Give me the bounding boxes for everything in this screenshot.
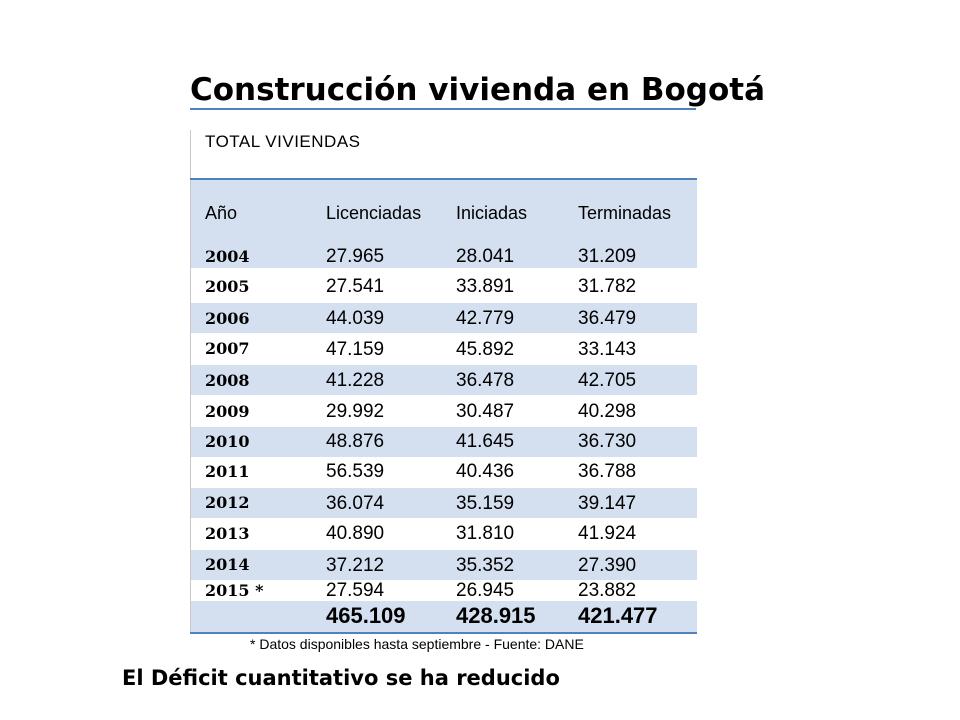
year-cell: 2009 [205, 402, 250, 421]
terminadas-cell: 36.730 [578, 431, 637, 452]
iniciadas-cell: 28.041 [456, 246, 515, 267]
terminadas-cell: 36.788 [578, 461, 637, 482]
table-row: 2005 27.541 33.891 31.782 [191, 272, 697, 303]
table-row: 2006 44.039 42.779 36.479 [191, 303, 697, 333]
iniciadas-cell: 41.645 [456, 431, 515, 452]
terminadas-cell: 33.143 [578, 339, 637, 360]
table-row: 2008 41.228 36.478 42.705 [191, 365, 697, 395]
table-left-border [190, 130, 191, 632]
year-cell: 2015 * [205, 581, 264, 600]
terminadas-cell: 41.924 [578, 523, 637, 544]
year-cell: 2004 [205, 247, 250, 266]
terminadas-cell: 31.782 [578, 276, 637, 297]
year-cell: 2010 [205, 432, 250, 451]
table-row: 2014 37.212 35.352 27.390 [191, 550, 697, 580]
terminadas-cell: 31.209 [578, 246, 637, 267]
iniciadas-cell: 30.487 [456, 401, 515, 422]
licenciadas-cell: 29.992 [326, 401, 385, 422]
table-row: 2009 29.992 30.487 40.298 [191, 396, 697, 426]
table-footnote: * Datos disponibles hasta septiembre - F… [250, 636, 584, 652]
title-underline [190, 108, 696, 110]
total-terminadas: 421.477 [578, 603, 658, 628]
iniciadas-cell: 45.892 [456, 339, 515, 360]
iniciadas-cell: 35.159 [456, 493, 515, 514]
year-cell: 2006 [205, 309, 250, 328]
year-cell: 2005 [205, 277, 250, 296]
year-cell: 2011 [205, 462, 250, 481]
terminadas-cell: 39.147 [578, 493, 637, 514]
table-caption: TOTAL VIVIENDAS [205, 132, 361, 151]
licenciadas-cell: 27.594 [326, 580, 385, 601]
licenciadas-cell: 56.539 [326, 461, 385, 482]
terminadas-cell: 23.882 [578, 580, 637, 601]
totals-row: 465.109 428.915 421.477 [191, 601, 697, 632]
iniciadas-cell: 35.352 [456, 555, 515, 576]
total-iniciadas: 428.915 [456, 603, 536, 628]
iniciadas-cell: 33.891 [456, 276, 515, 297]
header-terminadas: Terminadas [578, 203, 672, 223]
table-row: 2013 40.890 31.810 41.924 [191, 519, 697, 549]
licenciadas-cell: 47.159 [326, 339, 385, 360]
year-cell: 2012 [205, 493, 250, 512]
year-cell: 2008 [205, 371, 250, 390]
table-row: 2012 36.074 35.159 39.147 [191, 488, 697, 518]
terminadas-cell: 27.390 [578, 555, 637, 576]
terminadas-cell: 40.298 [578, 401, 637, 422]
licenciadas-cell: 48.876 [326, 431, 385, 452]
table-top-rule [190, 178, 697, 180]
table-row: 2010 48.876 41.645 36.730 [191, 427, 697, 457]
licenciadas-cell: 27.965 [326, 246, 385, 267]
iniciadas-cell: 42.779 [456, 308, 515, 329]
licenciadas-cell: 37.212 [326, 555, 385, 576]
header-iniciadas: Iniciadas [456, 203, 528, 223]
licenciadas-cell: 40.890 [326, 523, 385, 544]
table-row: 2007 47.159 45.892 33.143 [191, 334, 697, 364]
table-row: 2011 56.539 40.436 36.788 [191, 457, 697, 487]
licenciadas-cell: 44.039 [326, 308, 385, 329]
table-row: 2015 * 27.594 26.945 23.882 [191, 580, 697, 601]
terminadas-cell: 36.479 [578, 308, 637, 329]
iniciadas-cell: 31.810 [456, 523, 515, 544]
iniciadas-cell: 36.478 [456, 370, 515, 391]
year-cell: 2014 [205, 555, 250, 574]
iniciadas-cell: 26.945 [456, 580, 515, 601]
licenciadas-cell: 36.074 [326, 493, 385, 514]
licenciadas-cell: 27.541 [326, 276, 385, 297]
iniciadas-cell: 40.436 [456, 461, 515, 482]
licenciadas-cell: 41.228 [326, 370, 385, 391]
year-cell: 2013 [205, 524, 250, 543]
terminadas-cell: 42.705 [578, 370, 637, 391]
total-licenciadas: 465.109 [326, 603, 406, 628]
conclusion-text: El Déficit cuantitativo se ha reducido [122, 666, 560, 690]
page-title: Construcción vivienda en Bogotá [190, 72, 765, 108]
table-bottom-rule [190, 632, 697, 634]
year-cell: 2007 [205, 339, 250, 358]
header-licenciadas: Licenciadas [326, 203, 422, 223]
header-ano: Año [205, 203, 238, 223]
table-header-block: Año Licenciadas Iniciadas Terminadas 200… [191, 180, 697, 268]
